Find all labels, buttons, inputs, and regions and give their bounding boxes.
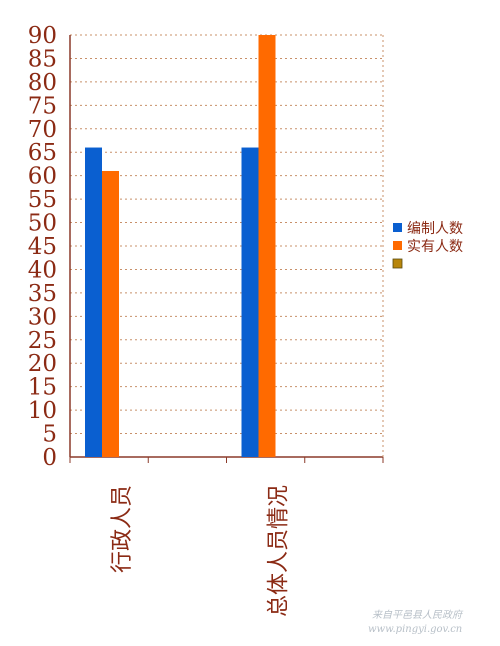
legend-label: 编制人数	[407, 221, 463, 237]
axis-layer	[69, 35, 384, 463]
y-tick-label: 30	[28, 304, 57, 330]
y-tick-label: 50	[28, 211, 57, 237]
y-tick-label: 40	[28, 257, 57, 283]
legend-label: 实有人数	[407, 239, 463, 255]
bar	[241, 147, 259, 458]
y-tick-label: 70	[28, 117, 57, 143]
bar-layer	[85, 35, 276, 458]
y-tick-label: 60	[28, 164, 57, 190]
x-category-label: 行政人员	[110, 485, 135, 573]
bar	[258, 35, 276, 457]
legend-swatch	[393, 223, 402, 232]
bar	[102, 170, 119, 457]
watermark-line1: 来自平邑县人民政府	[372, 609, 464, 621]
y-tick-label: 80	[28, 70, 57, 96]
bar	[85, 147, 102, 458]
y-tick-label: 15	[28, 375, 57, 401]
x-category-label: 总体人员情况	[267, 485, 292, 617]
y-tick-label: 0	[42, 445, 57, 471]
watermark-line2: www.pingyi.gov.cn	[368, 624, 462, 635]
y-tick-label: 25	[28, 328, 57, 354]
y-tick-label: 90	[28, 23, 57, 49]
legend-swatch	[393, 241, 402, 250]
y-tick-label: 55	[28, 187, 57, 213]
legend-swatch	[392, 258, 403, 269]
y-tick-label: 65	[28, 140, 57, 166]
y-tick-label: 35	[28, 281, 57, 307]
y-tick-label: 5	[42, 422, 57, 448]
y-tick-label: 10	[28, 398, 57, 424]
y-tick-label: 75	[28, 93, 57, 119]
grid-layer	[70, 34, 383, 435]
y-tick-label: 45	[28, 234, 57, 260]
y-tick-label: 85	[28, 46, 57, 72]
y-tick-label: 20	[28, 351, 57, 377]
watermark: 来自平邑县人民政府 www.pingyi.gov.cn	[368, 609, 464, 635]
